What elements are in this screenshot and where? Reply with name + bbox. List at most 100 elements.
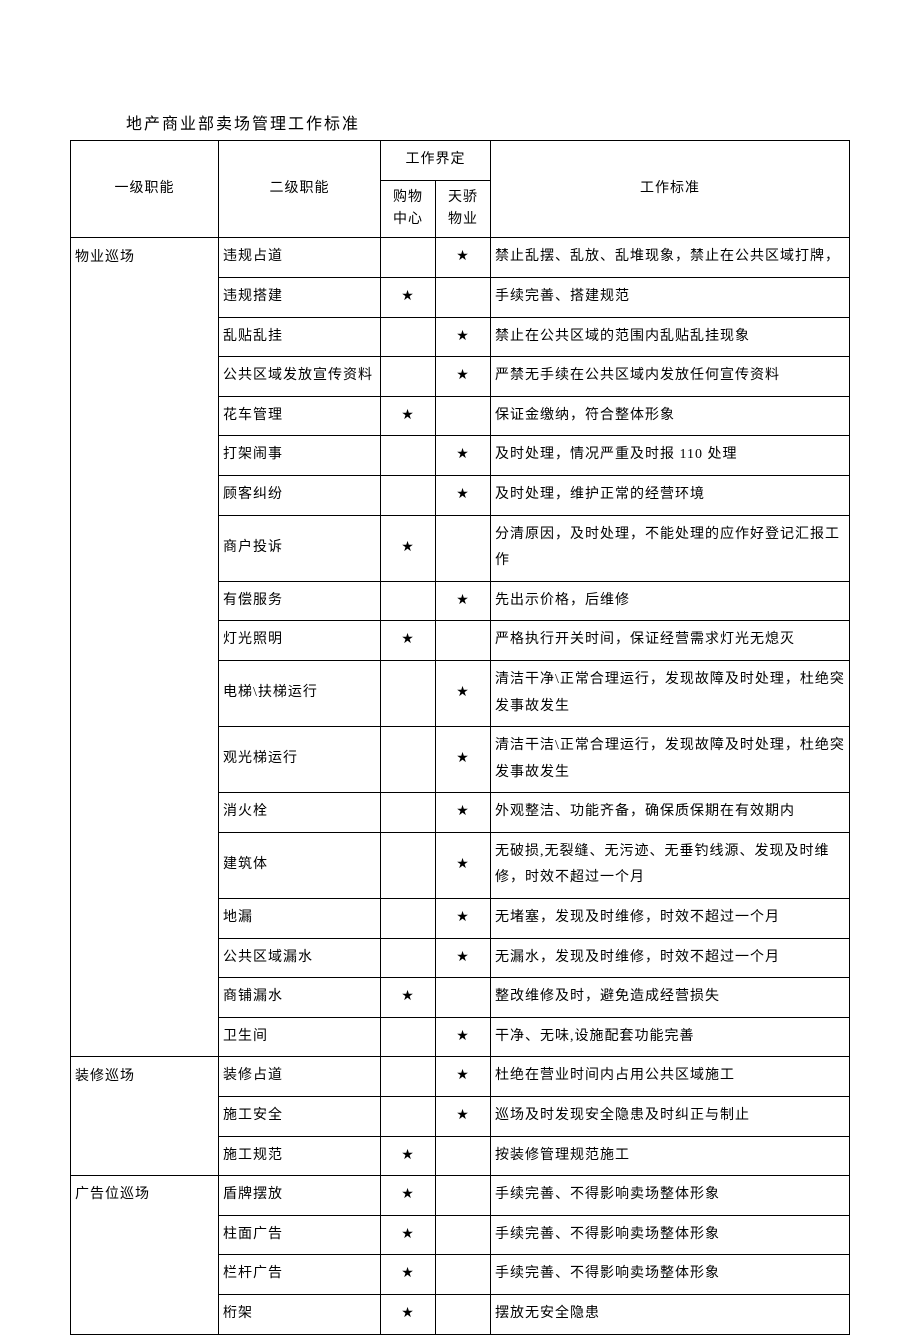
- cell-shopping-center: ★: [381, 978, 436, 1018]
- cell-shopping-center: [381, 436, 436, 476]
- table-row: 施工规范★按装修管理规范施工: [71, 1136, 850, 1176]
- table-row: 建筑体★无破损,无裂缝、无污迹、无垂钓线源、发现及时维修，时效不超过一个月: [71, 832, 850, 898]
- cell-level2: 花车管理: [219, 396, 381, 436]
- cell-standard: 手续完善、搭建规范: [491, 277, 850, 317]
- table-row: 施工安全★巡场及时发现安全隐患及时纠正与制止: [71, 1097, 850, 1137]
- cell-level1: [71, 317, 219, 357]
- cell-standard: 无堵塞，发现及时维修，时效不超过一个月: [491, 899, 850, 939]
- cell-level2: 商户投诉: [219, 515, 381, 581]
- table-row: 柱面广告★手续完善、不得影响卖场整体形象: [71, 1215, 850, 1255]
- table-row: 装修巡场装修占道★杜绝在营业时间内占用公共区域施工: [71, 1057, 850, 1097]
- cell-property: ★: [436, 317, 491, 357]
- cell-shopping-center: [381, 660, 436, 726]
- cell-level2: 公共区域漏水: [219, 938, 381, 978]
- cell-standard: 严格执行开关时间，保证经营需求灯光无熄灭: [491, 621, 850, 661]
- cell-shopping-center: ★: [381, 515, 436, 581]
- cell-property: ★: [436, 660, 491, 726]
- cell-level1: 广告位巡场: [71, 1176, 219, 1216]
- cell-level1: [71, 727, 219, 793]
- table-row: 乱贴乱挂★禁止在公共区域的范围内乱贴乱挂现象: [71, 317, 850, 357]
- cell-standard: 巡场及时发现安全隐患及时纠正与制止: [491, 1097, 850, 1137]
- cell-level1: [71, 621, 219, 661]
- header-property: 天骄物业: [436, 180, 491, 238]
- table-row: 公共区域发放宣传资料★严禁无手续在公共区域内发放任何宣传资料: [71, 357, 850, 397]
- table-row: 公共区域漏水★无漏水，发现及时维修，时效不超过一个月: [71, 938, 850, 978]
- standards-table: 一级职能 二级职能 工作界定 工作标准 购物中心 天骄物业 物业巡场违规占道★禁…: [70, 140, 850, 1335]
- cell-level2: 观光梯运行: [219, 727, 381, 793]
- cell-standard: 严禁无手续在公共区域内发放任何宣传资料: [491, 357, 850, 397]
- cell-level2: 盾牌摆放: [219, 1176, 381, 1216]
- cell-shopping-center: [381, 357, 436, 397]
- table-row: 商铺漏水★整改维修及时，避免造成经营损失: [71, 978, 850, 1018]
- cell-level1: [71, 357, 219, 397]
- cell-level2: 施工安全: [219, 1097, 381, 1137]
- cell-level2: 灯光照明: [219, 621, 381, 661]
- cell-standard: 先出示价格，后维修: [491, 581, 850, 621]
- header-level2: 二级职能: [219, 141, 381, 238]
- cell-shopping-center: [381, 1057, 436, 1097]
- cell-property: ★: [436, 727, 491, 793]
- cell-property: ★: [436, 475, 491, 515]
- cell-level2: 有偿服务: [219, 581, 381, 621]
- table-row: 商户投诉★分清原因，及时处理，不能处理的应作好登记汇报工作: [71, 515, 850, 581]
- cell-shopping-center: ★: [381, 1295, 436, 1335]
- cell-level1: [71, 660, 219, 726]
- cell-level1: [71, 899, 219, 939]
- cell-shopping-center: ★: [381, 277, 436, 317]
- table-row: 违规搭建★手续完善、搭建规范: [71, 277, 850, 317]
- cell-level2: 违规占道: [219, 238, 381, 278]
- cell-level1: [71, 1136, 219, 1176]
- cell-property: [436, 1255, 491, 1295]
- table-row: 花车管理★保证金缴纳，符合整体形象: [71, 396, 850, 436]
- cell-property: ★: [436, 832, 491, 898]
- header-shopping-center: 购物中心: [381, 180, 436, 238]
- cell-property: ★: [436, 899, 491, 939]
- cell-shopping-center: ★: [381, 1176, 436, 1216]
- cell-shopping-center: [381, 1097, 436, 1137]
- cell-standard: 外观整洁、功能齐备，确保质保期在有效期内: [491, 793, 850, 833]
- cell-standard: 及时处理，维护正常的经营环境: [491, 475, 850, 515]
- cell-property: [436, 1176, 491, 1216]
- cell-standard: 清洁干洁\正常合理运行，发现故障及时处理，杜绝突发事故发生: [491, 727, 850, 793]
- cell-level2: 卫生间: [219, 1017, 381, 1057]
- cell-shopping-center: ★: [381, 621, 436, 661]
- cell-level2: 施工规范: [219, 1136, 381, 1176]
- cell-shopping-center: [381, 475, 436, 515]
- cell-level1: [71, 978, 219, 1018]
- cell-level1: [71, 832, 219, 898]
- table-row: 灯光照明★ 严格执行开关时间，保证经营需求灯光无熄灭: [71, 621, 850, 661]
- cell-standard: 按装修管理规范施工: [491, 1136, 850, 1176]
- cell-level2: 顾客纠纷: [219, 475, 381, 515]
- cell-shopping-center: [381, 317, 436, 357]
- cell-standard: 干净、无味,设施配套功能完善: [491, 1017, 850, 1057]
- cell-property: ★: [436, 793, 491, 833]
- cell-level1: [71, 436, 219, 476]
- cell-level1: [71, 581, 219, 621]
- cell-level1: [71, 396, 219, 436]
- cell-level2: 电梯\扶梯运行: [219, 660, 381, 726]
- cell-standard: 手续完善、不得影响卖场整体形象: [491, 1255, 850, 1295]
- cell-level1: 装修巡场: [71, 1057, 219, 1097]
- cell-property: ★: [436, 938, 491, 978]
- cell-standard: 禁止乱摆、乱放、乱堆现象，禁止在公共区域打牌，: [491, 238, 850, 278]
- cell-property: [436, 1136, 491, 1176]
- cell-level2: 乱贴乱挂: [219, 317, 381, 357]
- cell-shopping-center: ★: [381, 1215, 436, 1255]
- cell-level2: 建筑体: [219, 832, 381, 898]
- cell-property: [436, 277, 491, 317]
- cell-property: ★: [436, 436, 491, 476]
- cell-level2: 公共区域发放宣传资料: [219, 357, 381, 397]
- cell-standard: 摆放无安全隐患: [491, 1295, 850, 1335]
- header-standard: 工作标准: [491, 141, 850, 238]
- cell-level1: [71, 1215, 219, 1255]
- cell-level2: 栏杆广告: [219, 1255, 381, 1295]
- cell-standard: 杜绝在营业时间内占用公共区域施工: [491, 1057, 850, 1097]
- cell-shopping-center: [381, 1017, 436, 1057]
- table-row: 物业巡场违规占道★禁止乱摆、乱放、乱堆现象，禁止在公共区域打牌，: [71, 238, 850, 278]
- cell-property: [436, 978, 491, 1018]
- cell-shopping-center: [381, 938, 436, 978]
- cell-level2: 商铺漏水: [219, 978, 381, 1018]
- cell-shopping-center: [381, 581, 436, 621]
- cell-level2: 柱面广告: [219, 1215, 381, 1255]
- cell-level2: 装修占道: [219, 1057, 381, 1097]
